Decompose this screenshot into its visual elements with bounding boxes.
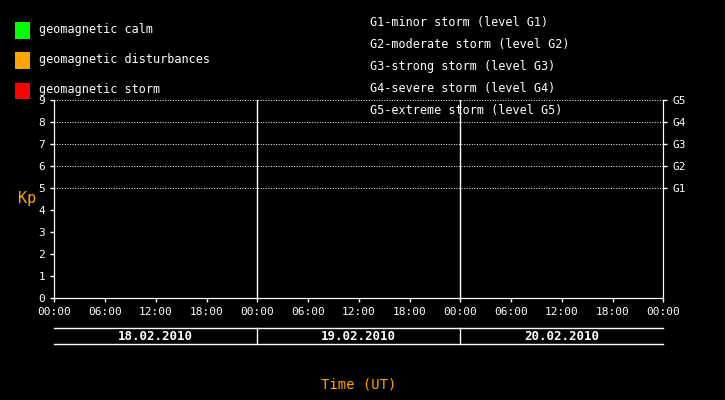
Text: G5-extreme storm (level G5): G5-extreme storm (level G5) (370, 104, 562, 117)
Text: 18.02.2010: 18.02.2010 (118, 330, 194, 342)
Text: G4-severe storm (level G4): G4-severe storm (level G4) (370, 82, 555, 95)
Text: 20.02.2010: 20.02.2010 (524, 330, 600, 342)
Y-axis label: Kp: Kp (18, 192, 36, 206)
Text: geomagnetic calm: geomagnetic calm (39, 22, 153, 36)
Text: geomagnetic storm: geomagnetic storm (39, 83, 160, 96)
Text: 19.02.2010: 19.02.2010 (321, 330, 397, 342)
Text: geomagnetic disturbances: geomagnetic disturbances (39, 52, 210, 66)
Text: G2-moderate storm (level G2): G2-moderate storm (level G2) (370, 38, 569, 51)
Text: G1-minor storm (level G1): G1-minor storm (level G1) (370, 16, 548, 29)
Text: Time (UT): Time (UT) (321, 377, 397, 391)
Text: G3-strong storm (level G3): G3-strong storm (level G3) (370, 60, 555, 73)
